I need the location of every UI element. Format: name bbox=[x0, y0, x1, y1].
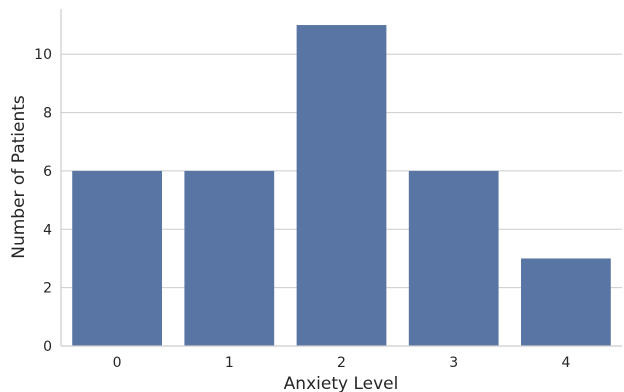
y-tick-label: 10 bbox=[34, 47, 52, 63]
bars bbox=[72, 25, 611, 347]
axes bbox=[60, 9, 622, 347]
x-tick-label: 3 bbox=[449, 355, 458, 371]
x-axis-title: Anxiety Level bbox=[284, 374, 399, 392]
y-tick-labels: 0 2 4 6 8 10 bbox=[34, 47, 52, 355]
x-tick-labels: 0 1 2 3 4 bbox=[113, 355, 571, 371]
y-tick-label: 8 bbox=[43, 106, 52, 122]
y-axis-title: Number of Patients bbox=[9, 95, 29, 259]
y-tick-label: 6 bbox=[43, 164, 52, 180]
x-tick-label: 4 bbox=[561, 355, 570, 371]
bar-0 bbox=[72, 170, 162, 346]
x-tick-label: 0 bbox=[113, 355, 122, 371]
x-tick-label: 1 bbox=[225, 355, 234, 371]
y-tick-label: 4 bbox=[43, 222, 52, 238]
bar-3 bbox=[408, 170, 499, 346]
bar-2 bbox=[296, 25, 387, 347]
x-tick-label: 2 bbox=[337, 355, 346, 371]
bar-4 bbox=[521, 258, 611, 346]
y-tick-label: 2 bbox=[43, 281, 52, 297]
bar-1 bbox=[184, 170, 275, 346]
y-tick-label: 0 bbox=[43, 339, 52, 355]
